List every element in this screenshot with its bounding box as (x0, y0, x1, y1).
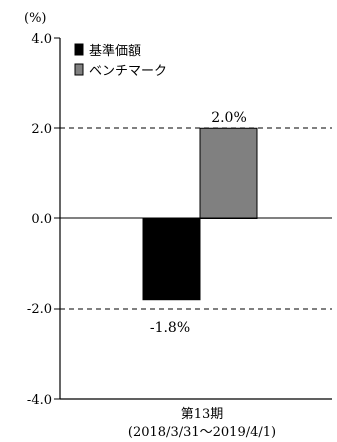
y-tick-label: 4.0 (31, 32, 52, 47)
legend-swatch-benchmark (74, 63, 84, 76)
y-tick-label: -4.0 (27, 393, 52, 408)
legend: 基準価額 ベンチマーク (74, 43, 167, 79)
data-label-benchmark: 2.0% (211, 110, 247, 126)
y-tick-label: -2.0 (27, 302, 52, 317)
category-label: 第13期 (181, 407, 224, 422)
category-sublabel: (2018/3/31～2019/4/1) (128, 425, 276, 440)
bar-benchmark (199, 127, 258, 219)
legend-label-benchmark: ベンチマーク (89, 64, 167, 79)
legend-swatch-nav (74, 43, 84, 56)
y-ticks (54, 37, 60, 400)
legend-label-nav: 基準価額 (89, 43, 141, 59)
data-label-nav: -1.8% (150, 320, 190, 336)
y-unit-label: (%) (24, 11, 47, 26)
bar-nav (142, 218, 201, 301)
y-tick-label: 2.0 (31, 122, 52, 137)
y-tick-label: 0.0 (31, 212, 52, 227)
